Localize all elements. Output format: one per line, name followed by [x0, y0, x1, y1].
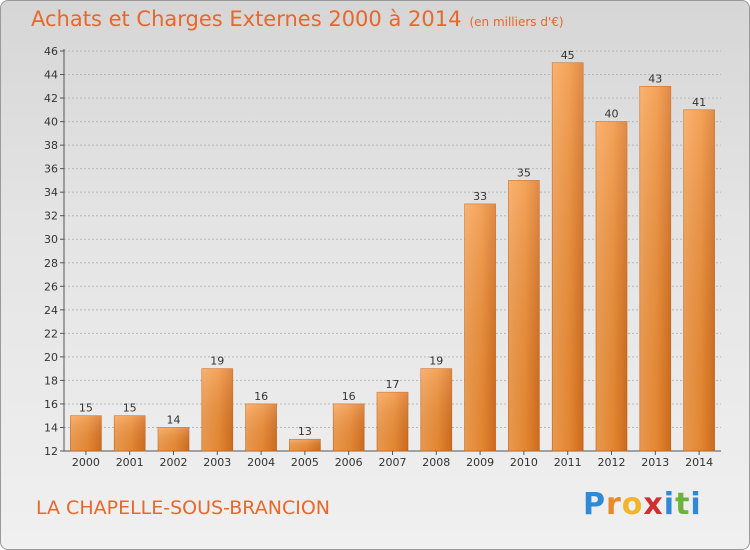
- chart-title: Achats et Charges Externes 2000 à 2014 (e…: [31, 7, 564, 31]
- y-tick-label: 20: [44, 351, 58, 364]
- chart-subtitle: (en milliers d'€): [469, 15, 564, 29]
- y-tick-label: 46: [44, 45, 58, 58]
- x-tick-label-2009: 2009: [466, 456, 494, 469]
- x-tick-label-2001: 2001: [116, 456, 144, 469]
- bar-shade-2007: [377, 392, 408, 451]
- x-tick-labels: 2000 2001 2002 2003 2004 2005 2006 2007 2008 2009…: [72, 451, 713, 469]
- y-tick-label: 32: [44, 210, 58, 223]
- y-tick-label: 26: [44, 280, 58, 293]
- x-tick-label-2011: 2011: [554, 456, 582, 469]
- title-text: Achats et Charges Externes 2000 à 2014: [31, 7, 462, 31]
- y-tick-label: 40: [44, 116, 58, 129]
- y-tick-label: 30: [44, 233, 58, 246]
- y-tick-label: 36: [44, 163, 58, 176]
- x-tick-label-2012: 2012: [598, 456, 626, 469]
- y-tick-label: 24: [44, 304, 58, 317]
- y-tick-label: 28: [44, 257, 58, 270]
- x-tick-label-2013: 2013: [641, 456, 669, 469]
- bar-shade-2009: [464, 203, 496, 451]
- value-label-2008: 19: [429, 355, 443, 368]
- value-label-2005: 13: [298, 425, 312, 438]
- bar-shade-2014: [683, 109, 715, 451]
- y-tick-label: 12: [44, 445, 58, 458]
- bar-shade-2008: [420, 368, 452, 451]
- value-label-2000: 15: [79, 402, 93, 415]
- bars: [70, 62, 715, 452]
- value-label-2002: 14: [167, 413, 181, 426]
- value-label-2011: 45: [561, 49, 575, 62]
- bar-shade-2003: [201, 368, 233, 451]
- bar-shade-2005: [289, 439, 321, 451]
- value-label-2014: 41: [692, 96, 706, 109]
- x-tick-label-2004: 2004: [247, 456, 275, 469]
- y-tick-label: 38: [44, 139, 58, 152]
- bar-shade-2012: [596, 121, 627, 452]
- x-tick-label-2014: 2014: [685, 456, 713, 469]
- value-labels: 15 15 14 19 16 13 16 17 19 33 35 45 40 43 41: [79, 49, 706, 438]
- x-tick-label-2008: 2008: [422, 456, 450, 469]
- y-tick-label: 14: [44, 421, 58, 434]
- commune-name: LA CHAPELLE-SOUS-BRANCION: [36, 497, 330, 519]
- value-label-2009: 33: [473, 190, 487, 203]
- y-tick-label: 22: [44, 327, 58, 340]
- bar-shade-2013: [639, 86, 671, 451]
- value-label-2012: 40: [605, 108, 619, 121]
- y-tick-label: 42: [44, 92, 58, 105]
- x-tick-label-2007: 2007: [379, 456, 407, 469]
- value-label-2001: 15: [123, 402, 137, 415]
- proxiti-logo: Proxiti: [583, 487, 702, 522]
- x-tick-label-2005: 2005: [291, 456, 319, 469]
- value-label-2006: 16: [342, 390, 356, 403]
- y-tick-label: 16: [44, 398, 58, 411]
- x-tick-label-2000: 2000: [72, 456, 100, 469]
- y-tick-labels: 12 14 16 18 20 22 24 26 28 30 32 34 36 38 40 42 44 46: [44, 45, 58, 458]
- bar-shade-2006: [333, 403, 365, 451]
- x-tick-label-2006: 2006: [335, 456, 363, 469]
- y-tick-label: 34: [44, 186, 58, 199]
- bar-shade-2002: [158, 427, 189, 451]
- x-tick-label-2010: 2010: [510, 456, 538, 469]
- bar-shade-2011: [552, 62, 584, 451]
- value-label-2007: 17: [386, 378, 400, 391]
- bar-shade-2004: [245, 403, 277, 451]
- value-label-2003: 19: [210, 355, 224, 368]
- value-label-2010: 35: [517, 166, 531, 179]
- grid-lines: [60, 50, 721, 452]
- y-tick-label: 44: [44, 69, 58, 82]
- y-tick-label: 18: [44, 374, 58, 387]
- x-tick-label-2002: 2002: [160, 456, 188, 469]
- bar-shade-2001: [114, 415, 146, 451]
- x-tick-label-2003: 2003: [203, 456, 231, 469]
- bar-shade-2000: [70, 415, 102, 451]
- bar-shade-2010: [508, 180, 540, 452]
- value-label-2004: 16: [254, 390, 268, 403]
- value-label-2013: 43: [648, 72, 662, 85]
